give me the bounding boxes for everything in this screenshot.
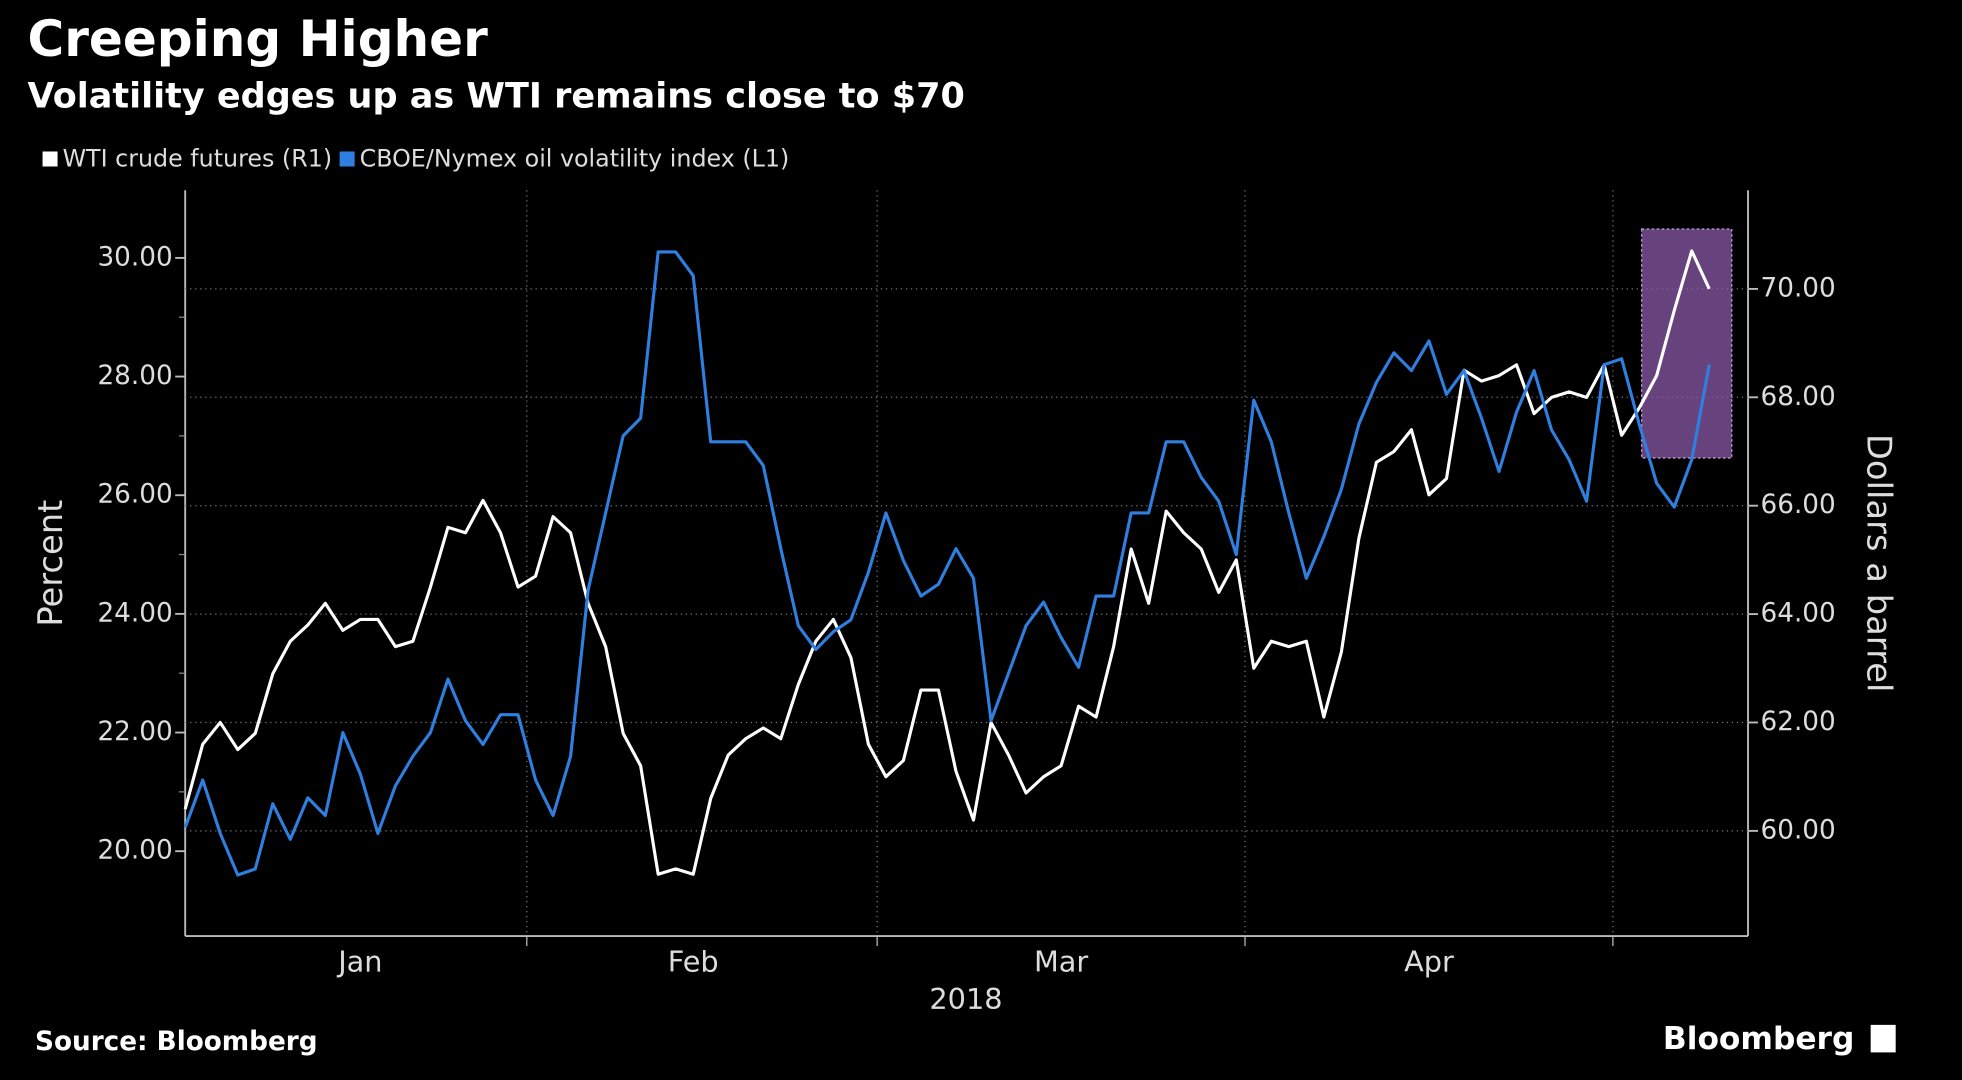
brand-icon <box>1870 1024 1896 1053</box>
y-tick-label: 22.00 <box>97 717 172 747</box>
y2-tick-label: 70.00 <box>1761 273 1836 303</box>
y-tick-label: 24.00 <box>97 598 172 628</box>
y-tick-label: 20.00 <box>97 836 172 866</box>
chart-title: Creeping Higher <box>28 10 489 68</box>
legend-swatch <box>42 151 58 167</box>
y-tick-label: 28.00 <box>97 361 172 391</box>
x-tick-label: Jan <box>336 945 382 979</box>
x-tick-label: Mar <box>1034 945 1088 979</box>
legend-label: WTI crude futures (R1) <box>63 145 333 173</box>
y-tick-label: 26.00 <box>97 480 172 510</box>
y2-tick-label: 60.00 <box>1761 815 1836 845</box>
x-tick-label: Apr <box>1404 945 1454 979</box>
chart-subtitle: Volatility edges up as WTI remains close… <box>28 76 965 117</box>
y-tick-label: 30.00 <box>97 242 172 272</box>
y2-tick-label: 66.00 <box>1761 490 1836 520</box>
y2-axis-label: Dollars a barrel <box>1859 434 1898 692</box>
x-axis-label: 2018 <box>929 982 1002 1016</box>
series-line <box>183 249 1711 876</box>
brand-logo: Bloomberg <box>1663 1021 1854 1057</box>
series-line <box>183 250 1711 877</box>
legend-label: CBOE/Nymex oil volatility index (L1) <box>360 145 790 173</box>
x-tick-label: Feb <box>668 945 719 979</box>
y2-tick-label: 68.00 <box>1761 382 1836 412</box>
y-axis-label: Percent <box>31 500 70 627</box>
y2-tick-label: 64.00 <box>1761 599 1836 629</box>
y2-tick-label: 62.00 <box>1761 707 1836 737</box>
legend-swatch <box>339 151 355 167</box>
source: Source: Bloomberg <box>35 1027 318 1057</box>
